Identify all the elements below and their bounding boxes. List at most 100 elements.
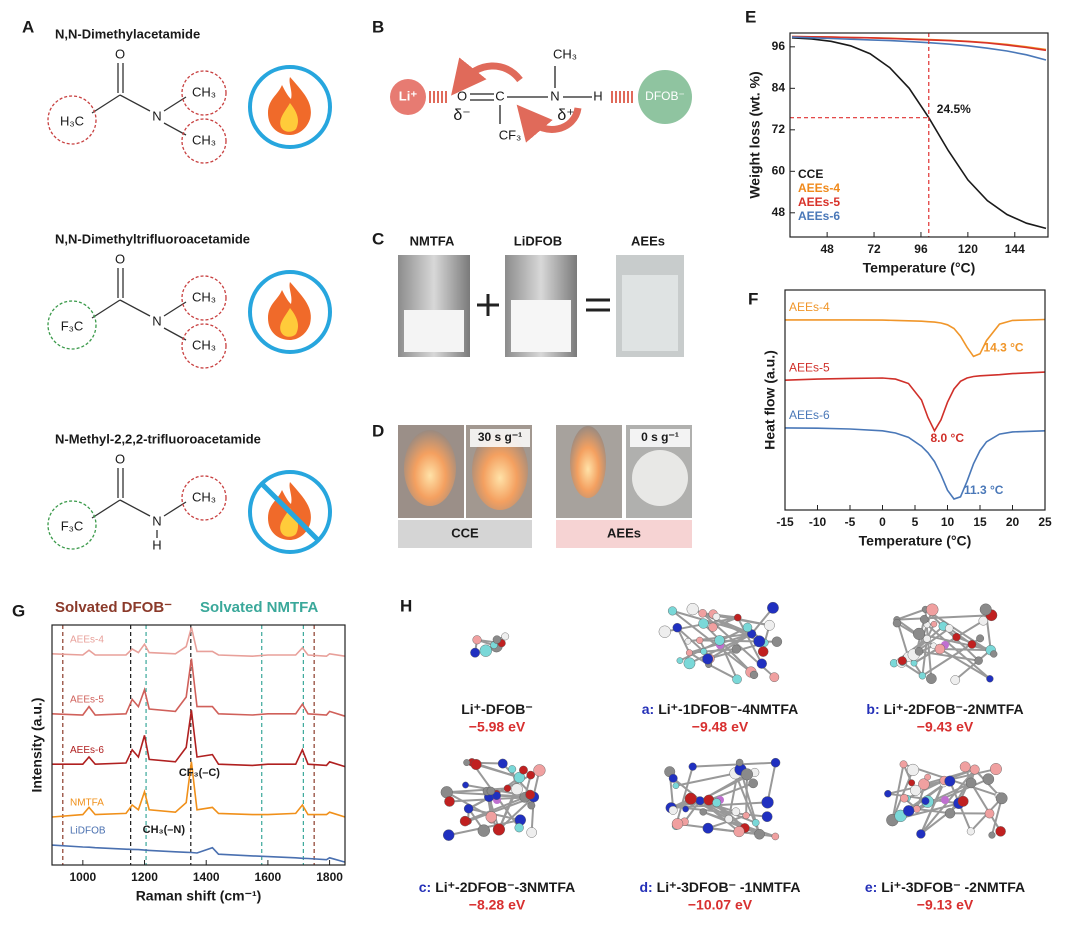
stick: [916, 808, 951, 815]
series-line: [791, 36, 1047, 61]
stick: [948, 627, 973, 646]
plot-frame: [789, 32, 1049, 238]
molecule-name: N,N-Dimethylacetamide: [55, 26, 200, 41]
operators: [477, 294, 610, 316]
atom-ball: [735, 758, 744, 767]
plot-frame: [784, 289, 1046, 511]
atom-ball: [959, 761, 971, 773]
atom-ball: [526, 770, 536, 780]
atom-ball: [668, 773, 678, 783]
x-tick-label: 144: [1005, 242, 1025, 256]
series-label: AEEs-4: [70, 634, 104, 645]
atom-ball: [749, 670, 759, 680]
panel-label: E: [745, 7, 756, 26]
molecule-name: N-Methyl-2,2,2-trifluoroacetamide: [55, 431, 261, 446]
series-label: AEEs-4: [789, 300, 830, 314]
complex: d: Li⁺-3DFOB⁻ -1NMTFA −10.07 eV: [639, 757, 801, 913]
x-axis-label: Raman shift (cm⁻¹): [136, 888, 262, 904]
atom-ball: [698, 609, 707, 618]
atom-ball: [712, 798, 722, 808]
atom-ball: [731, 644, 741, 654]
complex-tag: b:: [866, 701, 879, 717]
complex-name: c: Li⁺-2DFOB⁻-3NMTFA: [419, 879, 575, 895]
stick: [745, 774, 749, 816]
panel-label: F: [748, 289, 758, 308]
y-axis-label: Intensity (a.u.): [29, 698, 45, 793]
atom-ball: [761, 796, 774, 809]
x-tick-label: -15: [776, 515, 794, 529]
charge: δ⁻: [453, 107, 470, 124]
chart-f: F -15 -10 -5 0 5 10 15 20 25 Temperature (°C) Heat …: [748, 289, 1052, 549]
chart-e: E 48 72 96 120 144 48 60 72 84 96 Temperature (°C) W…: [745, 7, 1049, 276]
atom-ball: [761, 811, 773, 822]
x-tick-label: 1400: [193, 870, 220, 884]
atom-ball: [899, 760, 908, 769]
atom: CH₃: [192, 489, 216, 504]
atom-ball: [918, 672, 927, 680]
group-label: AEEs: [607, 525, 641, 540]
x-tick-label: 48: [820, 242, 834, 256]
atom: N: [152, 108, 161, 123]
x-tick-label: 5: [912, 515, 919, 529]
liquid: [622, 275, 678, 351]
hatch: [429, 91, 633, 103]
atom-ball: [519, 765, 528, 775]
flame-core: [280, 308, 298, 337]
complex-tag: d:: [639, 879, 652, 895]
complex: a: Li⁺-1DFOB⁻-4NMTFA −9.48 eV: [642, 601, 798, 735]
bond: [91, 299, 121, 319]
atom-ball: [671, 818, 684, 830]
atom-ball: [914, 647, 924, 656]
atom-ball: [995, 826, 1006, 837]
complex-formula: Li⁺-1DFOB⁻-4NMTFA: [658, 701, 798, 717]
atom-ball: [753, 635, 766, 648]
x-tick-label: 0: [879, 515, 886, 529]
series-line: [51, 658, 346, 717]
series-label: AEEs-6: [70, 745, 104, 756]
group-circle: [181, 70, 227, 116]
stick: [918, 632, 991, 652]
atom-ball: [686, 603, 699, 616]
peak-label: 14.3 °C: [983, 341, 1023, 355]
atom-ball: [712, 612, 721, 621]
molecule: N,N-Dimethylacetamide O H₃C N CH₃ CH₃: [47, 26, 332, 164]
time-box: [630, 429, 690, 447]
atom: C: [495, 88, 504, 103]
x-axis-label: Temperature (°C): [863, 260, 976, 276]
group-circle: [47, 95, 97, 145]
atom-ball: [672, 622, 682, 633]
atom: CH₃: [192, 289, 216, 304]
panel-h: H Li⁺-DFOB⁻ −5.98 eV a: Li⁺-1DFOB⁻-4NMTFA −9…: [400, 596, 1025, 912]
panel-label: D: [372, 421, 384, 440]
complex-formula: Li⁺-2DFOB⁻-3NMTFA: [435, 879, 575, 895]
complex-name: d: Li⁺-3DFOB⁻ -1NMTFA: [639, 879, 800, 895]
x-tick-label: -10: [809, 515, 827, 529]
atom-ball: [688, 762, 697, 771]
atom-ball: [934, 643, 946, 655]
atom-ball: [672, 782, 680, 789]
complex-name: e: Li⁺-3DFOB⁻ -2NMTFA: [865, 879, 1025, 895]
atom-ball: [702, 822, 714, 834]
stick: [685, 773, 748, 810]
complex-tag: c:: [419, 879, 431, 895]
y-tick-label: 48: [772, 205, 786, 219]
atom: H: [152, 537, 161, 552]
atom-ball: [527, 801, 536, 810]
atom-ball: [967, 640, 977, 649]
atom-ball: [668, 805, 678, 815]
reference-label: 24.5%: [937, 102, 971, 116]
atom-ball: [503, 784, 512, 792]
atom-ball: [492, 635, 502, 644]
x-tick-label: 1000: [69, 870, 96, 884]
atom-ball: [472, 635, 482, 645]
x-tick-label: 96: [914, 242, 928, 256]
atom-ball: [990, 650, 998, 658]
molecule: N,N-Dimethyltrifluoroacetamide O F₃C N CH₃ CH…: [47, 231, 332, 369]
stick: [716, 801, 746, 829]
bond: [119, 299, 151, 317]
atom-ball: [944, 808, 956, 819]
binding-energy: −9.13 eV: [917, 897, 974, 913]
atom: N: [550, 88, 559, 103]
y-tick-label: 60: [772, 163, 786, 177]
atom-ball: [769, 672, 780, 683]
